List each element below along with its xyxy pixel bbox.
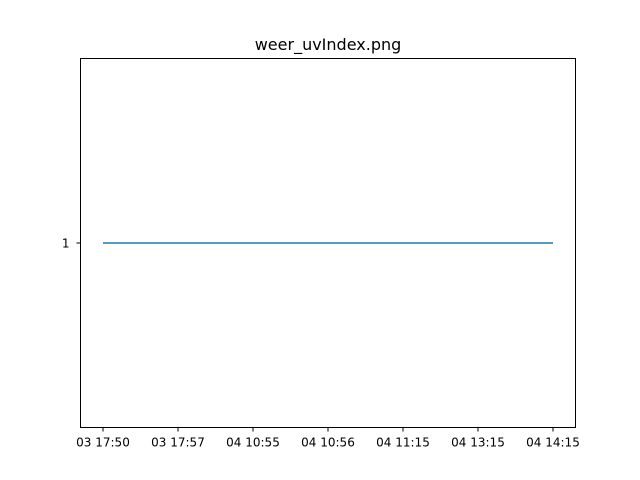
x-tick-label: 03 17:57 bbox=[151, 436, 205, 450]
x-tick-label: 04 10:55 bbox=[226, 436, 280, 450]
plot-area: 03 17:50 03 17:57 04 10:55 04 10:56 04 11:15… bbox=[62, 58, 580, 450]
chart-title: weer_uvIndex.png bbox=[255, 35, 402, 55]
x-axis-ticks: 03 17:50 03 17:57 04 10:55 04 10:56 04 11:15… bbox=[76, 427, 580, 450]
x-tick-label: 03 17:50 bbox=[76, 436, 130, 450]
y-tick-label: 1 bbox=[62, 237, 70, 251]
x-tick-label: 04 14:15 bbox=[526, 436, 580, 450]
x-tick-label: 04 10:56 bbox=[301, 436, 355, 450]
x-tick-label: 04 13:15 bbox=[451, 436, 505, 450]
y-axis-ticks: 1 bbox=[62, 237, 81, 251]
x-tick-label: 04 11:15 bbox=[376, 436, 430, 450]
